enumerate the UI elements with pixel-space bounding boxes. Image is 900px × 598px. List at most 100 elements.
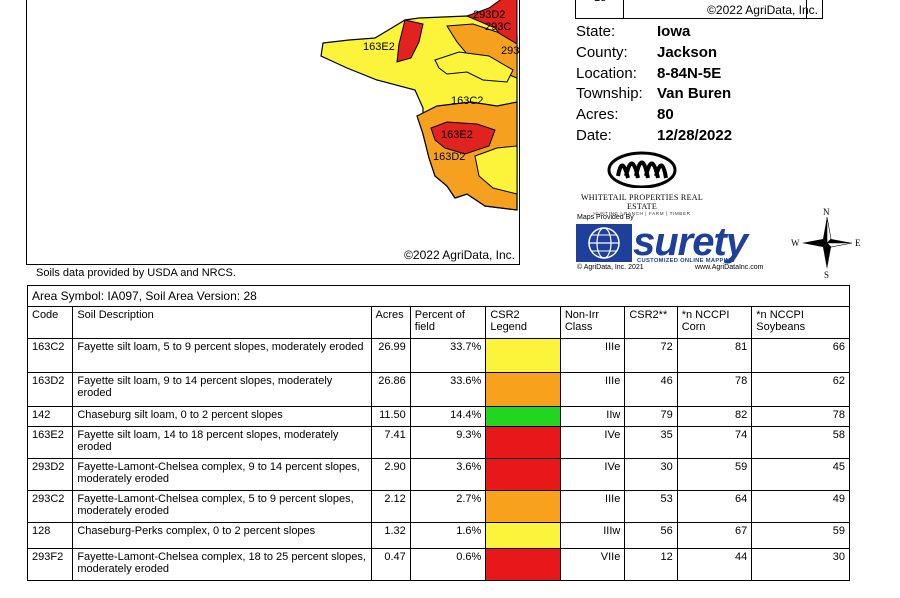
cell-percent: 33.7%	[409, 338, 487, 373]
soil-rows: 163C2 Fayette silt loam, 5 to 9 percent s…	[26, 338, 850, 581]
soils-table-wrap: Area Symbol: IA097, Soil Area Version: 2…	[26, 285, 850, 581]
area-header-row: Area Symbol: IA097, Soil Area Version: 2…	[27, 285, 850, 307]
soils-note: Soils data provided by USDA and NRCS.	[36, 267, 236, 279]
table-row: 163D2 Fayette silt loam, 9 to 14 percent …	[26, 372, 850, 407]
cell-nccpi-corn: 44	[676, 548, 753, 581]
compass-s: S	[824, 270, 829, 279]
cell-csr2-legend	[485, 490, 561, 523]
cell-csr2-legend	[485, 458, 561, 491]
table-row: 128 Chaseburg-Perks complex, 0 to 2 perce…	[26, 522, 850, 549]
cell-class: IIIe	[559, 372, 626, 407]
info-label: County:	[576, 43, 628, 61]
cell-nccpi-soy: 45	[751, 458, 850, 491]
table-header-row: Code Soil Description Acres Percent of f…	[26, 306, 850, 339]
soils-table: Area Symbol: IA097, Soil Area Version: 2…	[26, 285, 850, 581]
info-value: Jackson	[657, 43, 718, 61]
cell-description: Chaseburg silt loam, 0 to 2 percent slop…	[72, 406, 372, 427]
info-row-date: Date: 12/28/2022	[576, 126, 732, 147]
compass-icon: N S W E	[791, 207, 861, 280]
surety-url: www.AgriDataInc.com	[695, 264, 764, 271]
surety-subtitle: CUSTOMIZED ONLINE MAPPING	[637, 258, 735, 264]
legend-box: 18 ©2022 AgriData, Inc.	[575, 0, 823, 19]
logo-tagline: HUNTING | RANCH | FARM | TIMBER	[593, 211, 691, 216]
table-row: 163C2 Fayette silt loam, 5 to 9 percent s…	[26, 338, 850, 373]
compass-w: W	[791, 238, 800, 248]
cell-csr2: 79	[624, 406, 678, 427]
compass-rose: N S W E	[790, 207, 864, 280]
legend-divider	[806, 0, 807, 18]
cell-csr2: 30	[624, 458, 678, 491]
cell-description: Fayette-Lamont-Chelsea complex, 9 to 14 …	[72, 458, 372, 491]
cell-csr2-legend	[485, 372, 561, 407]
cell-class: VIIe	[559, 548, 626, 581]
soil-label: 163E2	[441, 129, 473, 141]
table-row: 163E2 Fayette silt loam, 14 to 18 percent…	[26, 426, 850, 459]
legend-row-code: 18	[594, 0, 606, 4]
cell-nccpi-soy: 49	[751, 490, 850, 523]
cell-description: Fayette silt loam, 9 to 14 percent slope…	[72, 372, 372, 407]
cell-nccpi-corn: 81	[676, 338, 753, 373]
cell-nccpi-corn: 82	[676, 406, 753, 427]
surety-wordmark: surety	[633, 220, 748, 264]
soil-polygon-163E2-lower	[430, 121, 496, 155]
cell-class: IIIw	[559, 522, 626, 549]
cell-code: 293F2	[26, 548, 74, 581]
cell-acres: 11.50	[370, 406, 411, 427]
info-label: Date:	[576, 126, 612, 144]
cell-code: 293C2	[26, 490, 74, 523]
cell-csr2: 46	[624, 372, 678, 407]
maps-provided-by: Maps Provided By	[577, 214, 634, 221]
col-header: Acres	[370, 306, 411, 339]
cell-nccpi-corn: 78	[676, 372, 753, 407]
cell-acres: 0.47	[370, 548, 411, 581]
cell-csr2: 72	[624, 338, 678, 373]
map-credit: ©2022 AgriData, Inc.	[404, 248, 515, 262]
cell-csr2-legend	[485, 522, 561, 549]
surety-copyright: © AgriData, Inc. 2021	[577, 264, 644, 271]
cell-description: Fayette-Lamont-Chelsea complex, 18 to 25…	[72, 548, 372, 581]
compass-e: E	[855, 238, 861, 248]
cell-nccpi-soy: 58	[751, 426, 850, 459]
cell-nccpi-corn: 74	[676, 426, 753, 459]
cell-percent: 2.7%	[409, 490, 487, 523]
info-row-acres: Acres: 80	[576, 105, 732, 126]
col-header: *n NCCPI Corn	[676, 306, 753, 339]
soil-polygon-163D2-swirl	[434, 51, 514, 83]
cell-code: 293D2	[26, 458, 74, 491]
cell-acres: 26.86	[370, 372, 411, 407]
cell-csr2-legend	[485, 406, 561, 427]
cell-code: 163C2	[26, 338, 74, 373]
soil-label: 163E2	[363, 41, 395, 53]
table-row: 293C2 Fayette-Lamont-Chelsea complex, 5 t…	[26, 490, 850, 523]
table-row: 293D2 Fayette-Lamont-Chelsea complex, 9 t…	[26, 458, 850, 491]
info-label: Location:	[576, 64, 637, 82]
cell-acres: 7.41	[370, 426, 411, 459]
cell-percent: 14.4%	[409, 406, 487, 427]
cell-csr2: 53	[624, 490, 678, 523]
cell-description: Fayette-Lamont-Chelsea complex, 5 to 9 p…	[72, 490, 372, 523]
cell-description: Chaseburg-Perks complex, 0 to 2 percent …	[72, 522, 372, 549]
cell-code: 163D2	[26, 372, 74, 407]
cell-class: IVe	[559, 426, 626, 459]
cell-nccpi-soy: 30	[751, 548, 850, 581]
soil-map-drawing: 293D2 293C 293 163E2 163C2 163E2 163D2	[320, 0, 519, 211]
col-header: Code	[26, 306, 74, 339]
soil-map: 293D2 293C 293 163E2 163C2 163E2 163D2 ©…	[26, 0, 520, 265]
cell-acres: 26.99	[370, 338, 411, 373]
info-value: 12/28/2022	[657, 126, 733, 144]
cell-acres: 2.12	[370, 490, 411, 523]
info-value: 8-84N-5E	[657, 64, 722, 82]
cell-percent: 9.3%	[409, 426, 487, 459]
cell-percent: 33.6%	[409, 372, 487, 407]
col-header: CSR2**	[624, 306, 678, 339]
cell-csr2: 35	[624, 426, 678, 459]
info-value: Iowa	[657, 23, 691, 40]
cell-class: IIIe	[559, 338, 626, 373]
cell-csr2-legend	[485, 338, 561, 373]
cell-percent: 0.6%	[409, 548, 487, 581]
cell-acres: 1.32	[370, 522, 411, 549]
soil-polygon-163E2-top	[396, 19, 424, 63]
cell-class: IVe	[559, 458, 626, 491]
cell-nccpi-soy: 66	[751, 338, 850, 373]
cell-csr2: 56	[624, 522, 678, 549]
